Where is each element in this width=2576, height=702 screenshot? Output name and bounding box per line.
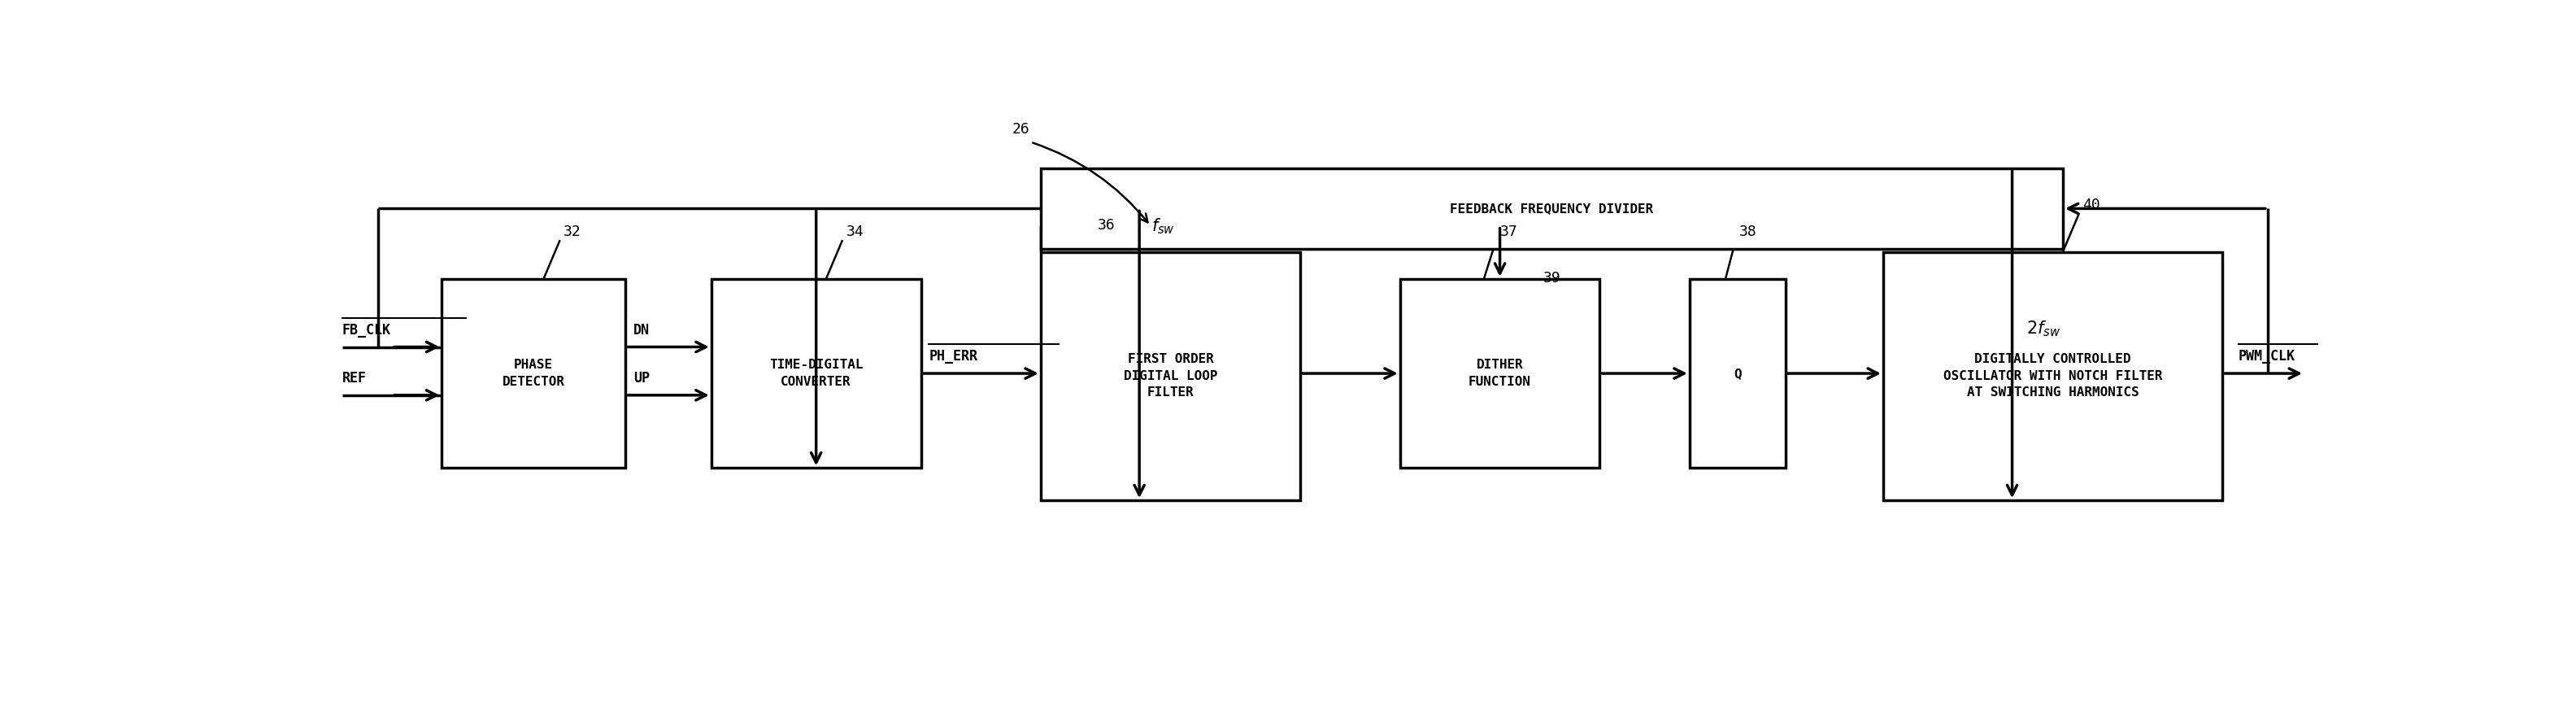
Text: FB_CLK: FB_CLK	[343, 323, 392, 337]
Text: $f_{sw}$: $f_{sw}$	[1151, 217, 1175, 236]
Text: 36: 36	[1097, 218, 1115, 233]
Text: DIGITALLY CONTROLLED
OSCILLATOR WITH NOTCH FILTER
AT SWITCHING HARMONICS: DIGITALLY CONTROLLED OSCILLATOR WITH NOT…	[1942, 353, 2161, 399]
Bar	[1690, 279, 1785, 468]
Text: 40: 40	[2084, 198, 2099, 212]
Text: PH_ERR: PH_ERR	[930, 349, 979, 364]
Text: 37: 37	[1499, 225, 1517, 239]
Bar	[1883, 252, 2223, 501]
Bar	[443, 279, 626, 468]
Text: 38: 38	[1739, 225, 1757, 239]
Text: FIRST ORDER
DIGITAL LOOP
FILTER: FIRST ORDER DIGITAL LOOP FILTER	[1123, 353, 1218, 399]
Bar	[1041, 252, 1301, 501]
Text: FEEDBACK FREQUENCY DIVIDER: FEEDBACK FREQUENCY DIVIDER	[1450, 202, 1654, 215]
Bar	[1041, 168, 2063, 249]
Text: 26: 26	[1012, 122, 1030, 137]
Text: 32: 32	[564, 225, 582, 239]
Text: Q: Q	[1734, 367, 1741, 380]
Text: UP: UP	[634, 371, 649, 385]
Bar	[711, 279, 922, 468]
Text: REF: REF	[343, 371, 366, 385]
Bar	[1401, 279, 1600, 468]
Text: 34: 34	[845, 225, 863, 239]
Text: 39: 39	[1543, 271, 1561, 286]
Text: $2f_{sw}$: $2f_{sw}$	[2027, 319, 2061, 338]
Text: DN: DN	[634, 323, 649, 337]
Text: PWM_CLK: PWM_CLK	[2239, 349, 2295, 364]
Text: DITHER
FUNCTION: DITHER FUNCTION	[1468, 359, 1530, 388]
Text: PHASE
DETECTOR: PHASE DETECTOR	[502, 359, 564, 388]
Text: TIME-DIGITAL
CONVERTER: TIME-DIGITAL CONVERTER	[770, 359, 863, 388]
